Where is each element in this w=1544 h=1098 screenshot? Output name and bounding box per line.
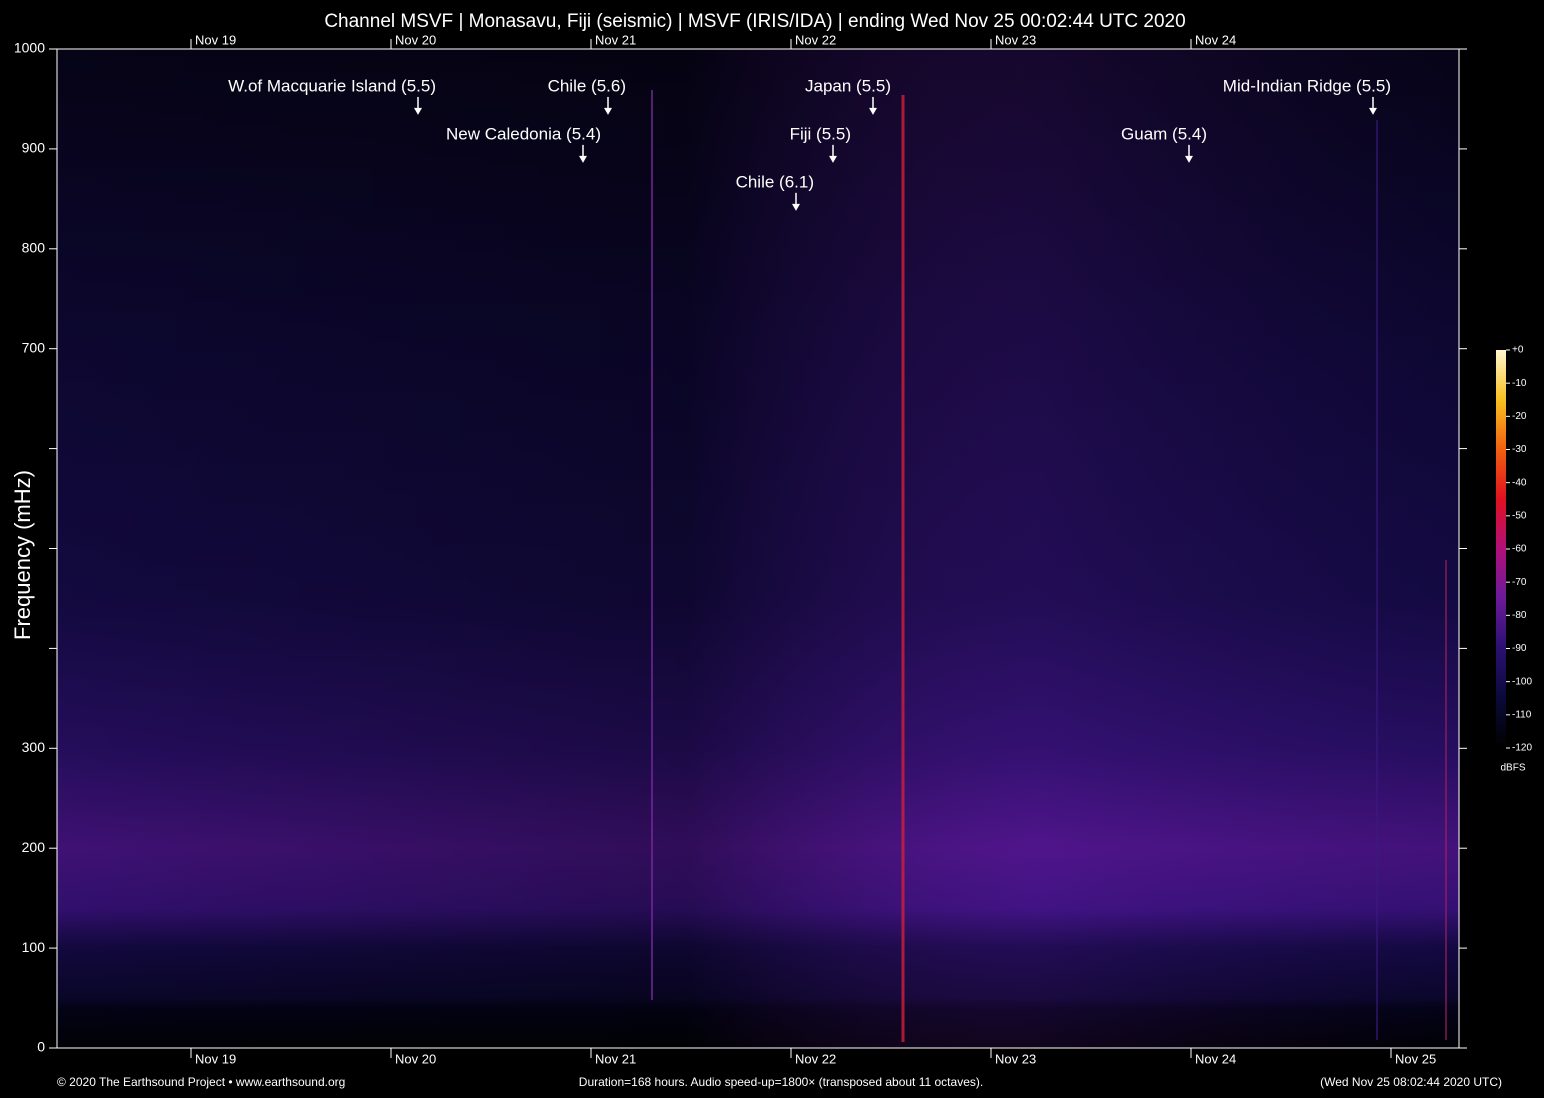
colorbar-tick-label: -20 — [1512, 411, 1527, 422]
y-tick-label: 200 — [22, 839, 46, 855]
annotation-label: New Caledonia (5.4) — [446, 124, 601, 143]
annotation: Mid-Indian Ridge (5.5) — [1223, 76, 1391, 115]
colorbar-tick-label: -80 — [1512, 610, 1527, 621]
y-tick-label: 100 — [22, 939, 46, 955]
colorbar-tick-label: -120 — [1512, 743, 1532, 754]
colorbar-tick-label: -10 — [1512, 378, 1527, 389]
colorbar-tick-label: -40 — [1512, 477, 1527, 488]
colorbar — [1496, 350, 1506, 748]
footer-center: Duration=168 hours. Audio speed-up=1800×… — [579, 1075, 983, 1089]
colorbar-tick-label: -50 — [1512, 510, 1527, 521]
annotation-arrow-head — [869, 107, 877, 115]
colorbar-tick-label: -100 — [1512, 676, 1532, 687]
annotation: Guam (5.4) — [1121, 124, 1207, 163]
x-tick-label: Nov 25 — [1395, 1051, 1436, 1066]
footer-left: © 2020 The Earthsound Project • www.eart… — [57, 1075, 345, 1089]
colorbar-tick-label: +0 — [1512, 345, 1524, 356]
top-x-tick-label: Nov 23 — [995, 32, 1036, 47]
x-tick-label: Nov 22 — [795, 1051, 836, 1066]
annotation: Chile (6.1) — [736, 172, 814, 211]
annotation-arrow-head — [604, 107, 612, 115]
annotation: Japan (5.5) — [805, 76, 891, 115]
x-tick-label: Nov 19 — [195, 1051, 236, 1066]
annotation-label: W.of Macquarie Island (5.5) — [228, 76, 436, 95]
x-tick-label: Nov 24 — [1195, 1051, 1236, 1066]
y-tick-label: 300 — [22, 739, 46, 755]
annotation-arrow-head — [792, 203, 800, 211]
top-x-tick-label: Nov 20 — [395, 32, 436, 47]
colorbar-tick-label: -90 — [1512, 643, 1527, 654]
colorbar-tick-label: -110 — [1512, 709, 1532, 720]
annotation-arrow-head — [414, 107, 422, 115]
annotation: Fiji (5.5) — [790, 124, 851, 163]
annotation-label: Fiji (5.5) — [790, 124, 851, 143]
y-tick-label: 1000 — [14, 40, 45, 56]
annotation-arrow-head — [1185, 155, 1193, 163]
annotation-label: Guam (5.4) — [1121, 124, 1207, 143]
top-x-tick-label: Nov 22 — [795, 32, 836, 47]
annotation: Chile (5.6) — [548, 76, 626, 115]
annotation: W.of Macquarie Island (5.5) — [228, 76, 436, 115]
colorbar-tick-label: -70 — [1512, 577, 1527, 588]
top-x-tick-label: Nov 19 — [195, 32, 236, 47]
annotation-label: Chile (5.6) — [548, 76, 626, 95]
spectrogram — [57, 49, 1459, 1048]
annotation-arrow-head — [829, 155, 837, 163]
top-x-tick-label: Nov 21 — [595, 32, 636, 47]
annotation: New Caledonia (5.4) — [446, 124, 601, 163]
annotation-label: Chile (6.1) — [736, 172, 814, 191]
footer-right: (Wed Nov 25 08:02:44 2020 UTC) — [1320, 1075, 1502, 1089]
y-tick-label: 0 — [37, 1039, 45, 1055]
colorbar-label: dBFS — [1500, 763, 1525, 774]
y-tick-label: 800 — [22, 240, 46, 256]
y-tick-label: 700 — [22, 339, 46, 355]
x-tick-label: Nov 20 — [395, 1051, 436, 1066]
chart-title: Channel MSVF | Monasavu, Fiji (seismic) … — [324, 11, 1185, 32]
annotation-label: Japan (5.5) — [805, 76, 891, 95]
annotation-label: Mid-Indian Ridge (5.5) — [1223, 76, 1391, 95]
annotation-arrow-head — [579, 155, 587, 163]
colorbar-tick-label: -60 — [1512, 544, 1527, 555]
x-tick-label: Nov 21 — [595, 1051, 636, 1066]
top-x-tick-label: Nov 24 — [1195, 32, 1236, 47]
colorbar-tick-label: -30 — [1512, 444, 1527, 455]
y-tick-label: 900 — [22, 140, 46, 156]
x-tick-label: Nov 23 — [995, 1051, 1036, 1066]
spectrogram-shading — [57, 49, 1459, 1048]
annotation-arrow-head — [1369, 107, 1377, 115]
y-axis-label: Frequency (mHz) — [10, 470, 35, 640]
